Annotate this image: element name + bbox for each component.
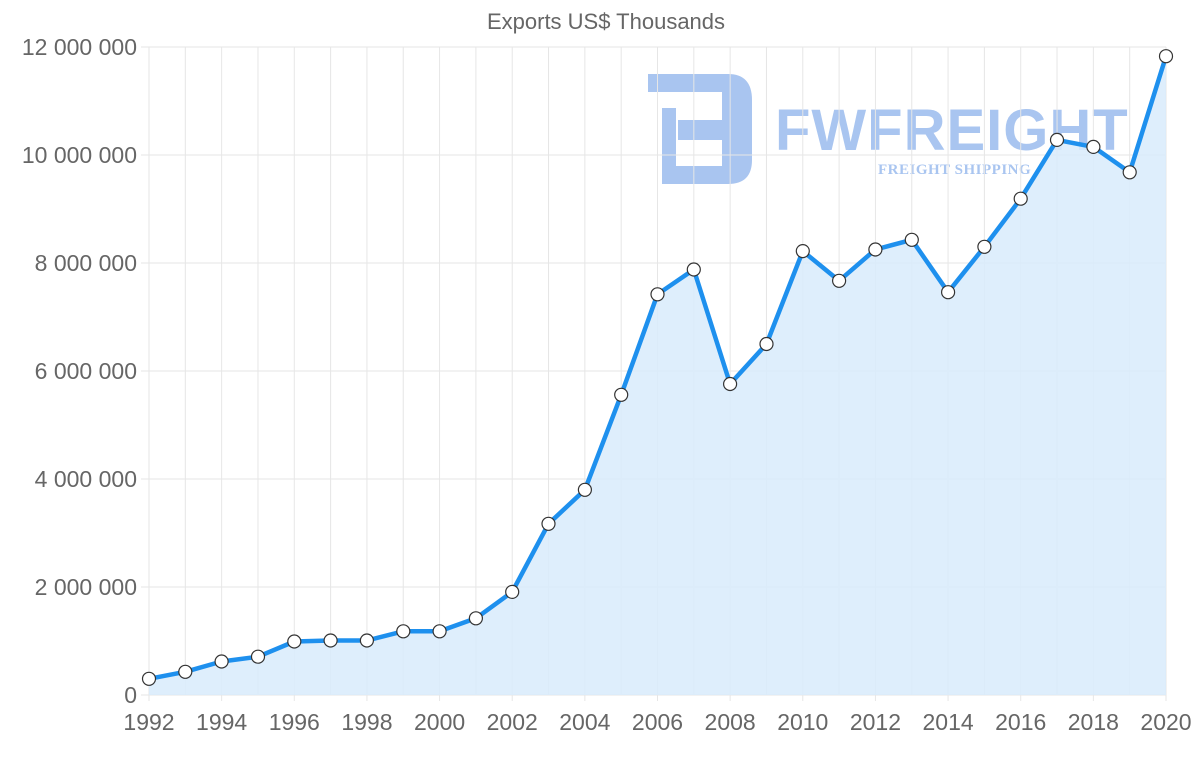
data-point[interactable]: [977, 239, 992, 254]
data-point[interactable]: [359, 633, 374, 648]
y-tick-label: 2 000 000: [35, 574, 137, 600]
x-tick-label: 2020: [1140, 709, 1191, 735]
data-point[interactable]: [686, 262, 701, 277]
y-tick-label: 8 000 000: [35, 250, 137, 276]
x-tick-label: 2004: [559, 709, 610, 735]
data-point[interactable]: [396, 624, 411, 639]
y-tick-label: 10 000 000: [22, 142, 137, 168]
data-point[interactable]: [432, 624, 447, 639]
data-point[interactable]: [614, 387, 629, 402]
fw-logo-icon: [648, 74, 752, 184]
data-point[interactable]: [1122, 165, 1137, 180]
data-point[interactable]: [722, 376, 738, 392]
x-tick-label: 2014: [922, 709, 973, 735]
y-tick-label: 0: [124, 682, 137, 708]
area-fill-group: [149, 56, 1166, 695]
data-point[interactable]: [1013, 191, 1028, 206]
data-point[interactable]: [287, 634, 302, 649]
x-tick-label: 2002: [487, 709, 538, 735]
y-tick-label: 6 000 000: [35, 358, 137, 384]
data-point[interactable]: [1086, 139, 1101, 154]
x-tick-label: 2018: [1068, 709, 1119, 735]
data-point[interactable]: [795, 244, 810, 259]
x-tick-label: 2000: [414, 709, 465, 735]
data-point[interactable]: [468, 611, 483, 626]
data-point[interactable]: [650, 287, 665, 302]
data-points-group: [141, 49, 1174, 686]
data-point[interactable]: [250, 649, 266, 664]
chart-title: Exports US$ Thousands: [487, 9, 725, 34]
x-tick-label: 2016: [995, 709, 1046, 735]
data-point[interactable]: [904, 232, 919, 247]
x-axis-ticks: 1992 1994 1996 1998 2000 2002 2004 2006 2008 2010…: [123, 695, 1192, 735]
x-tick-label: 2010: [777, 709, 828, 735]
data-point[interactable]: [323, 633, 338, 648]
y-axis-ticks: 0 2 000 000 4 000 000 6 000 000 8 000 000 10 …: [22, 34, 137, 708]
x-tick-label: 1992: [123, 709, 174, 735]
data-point[interactable]: [1158, 49, 1174, 64]
data-point[interactable]: [759, 336, 774, 352]
x-tick-label: 2006: [632, 709, 683, 735]
x-tick-label: 1998: [341, 709, 392, 735]
data-point[interactable]: [831, 273, 847, 288]
watermark-tagline: FREIGHT SHIPPING: [878, 162, 1031, 178]
data-point[interactable]: [505, 584, 520, 600]
data-point[interactable]: [868, 242, 883, 257]
data-point[interactable]: [141, 671, 157, 686]
data-point[interactable]: [214, 654, 229, 669]
data-point[interactable]: [577, 482, 593, 497]
series-area: [149, 56, 1166, 695]
data-point[interactable]: [541, 516, 556, 531]
data-point[interactable]: [178, 664, 193, 679]
y-tick-label: 12 000 000: [22, 34, 137, 60]
x-tick-label: 1994: [196, 709, 247, 735]
x-tick-label: 2012: [850, 709, 901, 735]
y-tick-label: 4 000 000: [35, 466, 137, 492]
data-point[interactable]: [1049, 132, 1065, 147]
x-tick-label: 2008: [705, 709, 756, 735]
x-tick-label: 1996: [269, 709, 320, 735]
data-point[interactable]: [940, 285, 956, 300]
